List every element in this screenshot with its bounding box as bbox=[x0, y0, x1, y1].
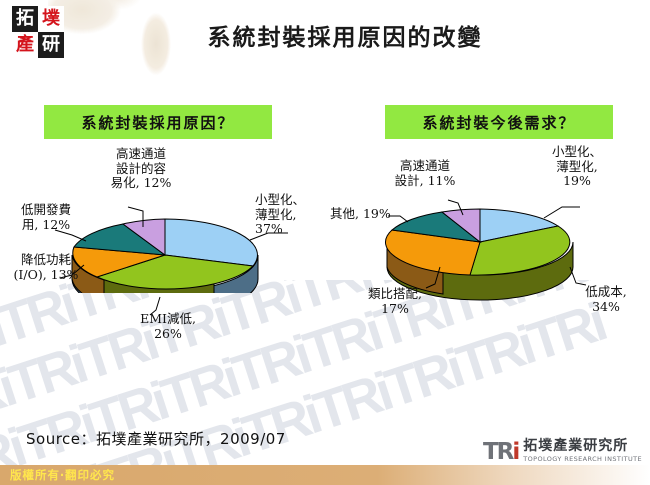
pie-chart-reasons: 高速通道 設計的容 易化, 12% 小型化、 薄型化, 37% 低開發費 用, … bbox=[0, 145, 330, 350]
pie-label-high-speed-channel: 高速通道 設計的容 易化, 12% bbox=[110, 146, 172, 190]
logo-char: 墣 bbox=[38, 6, 64, 32]
logo-char: 研 bbox=[38, 32, 64, 58]
pie-label-high-speed-channel: 高速通道 設計, 11% bbox=[394, 158, 456, 188]
pie-label-analog-matching: 類比搭配, 17% bbox=[368, 286, 422, 316]
pie-label-emi-reduction: EMI減低, 26% bbox=[140, 311, 196, 341]
tri-en-name: TOPOLOGY RESEARCH INSTITUTE bbox=[523, 455, 642, 463]
section-banner-right: 系統封裝今後需求？ bbox=[385, 105, 613, 139]
pie-label-low-power: 降低功耗 (I/O), 13% bbox=[13, 252, 79, 282]
pie-label-low-cost: 低成本, 34% bbox=[585, 284, 627, 314]
page-title: 系統封裝採用原因的改變 bbox=[207, 24, 483, 51]
tri-wordmark: TRi bbox=[482, 439, 520, 466]
pie-chart-future-demand-svg bbox=[385, 199, 587, 301]
tri-logo: 拓 墣 產 研 bbox=[12, 6, 64, 58]
tri-cn-name: 拓墣產業研究所 bbox=[523, 438, 629, 454]
logo-char: 拓 bbox=[12, 6, 38, 32]
pie-chart-reasons-svg bbox=[54, 206, 288, 316]
footer-bar: 版權所有‧翻印必究 bbox=[0, 465, 650, 485]
pie-label-miniaturization: 小型化、 薄型化, 19% bbox=[551, 144, 602, 188]
footer-brand-logo: TRi 拓墣產業研究所 TOPOLOGY RESEARCH INSTITUTE bbox=[482, 438, 642, 466]
pie-chart-future-demand: 高速通道 設計, 11% 小型化、 薄型化, 19% 其他, 19% 類比搭配,… bbox=[330, 144, 650, 345]
logo-char: 產 bbox=[12, 32, 38, 58]
pie-label-low-dev-cost: 低開發費 用, 12% bbox=[20, 202, 71, 232]
section-banner-left: 系統封裝採用原因？ bbox=[44, 105, 272, 139]
pie-label-others: 其他, 19% bbox=[330, 206, 391, 221]
copyright-notice: 版權所有‧翻印必究 bbox=[10, 468, 116, 482]
source-line: Source：拓墣產業研究所，2009/07 bbox=[26, 430, 286, 448]
pie-label-miniaturization: 小型化、 薄型化, 37% bbox=[255, 192, 306, 236]
taiwan-map-watermark-icon bbox=[48, 0, 223, 102]
header-band: 拓 墣 產 研 系統封裝採用原因的改變 bbox=[0, 0, 650, 102]
